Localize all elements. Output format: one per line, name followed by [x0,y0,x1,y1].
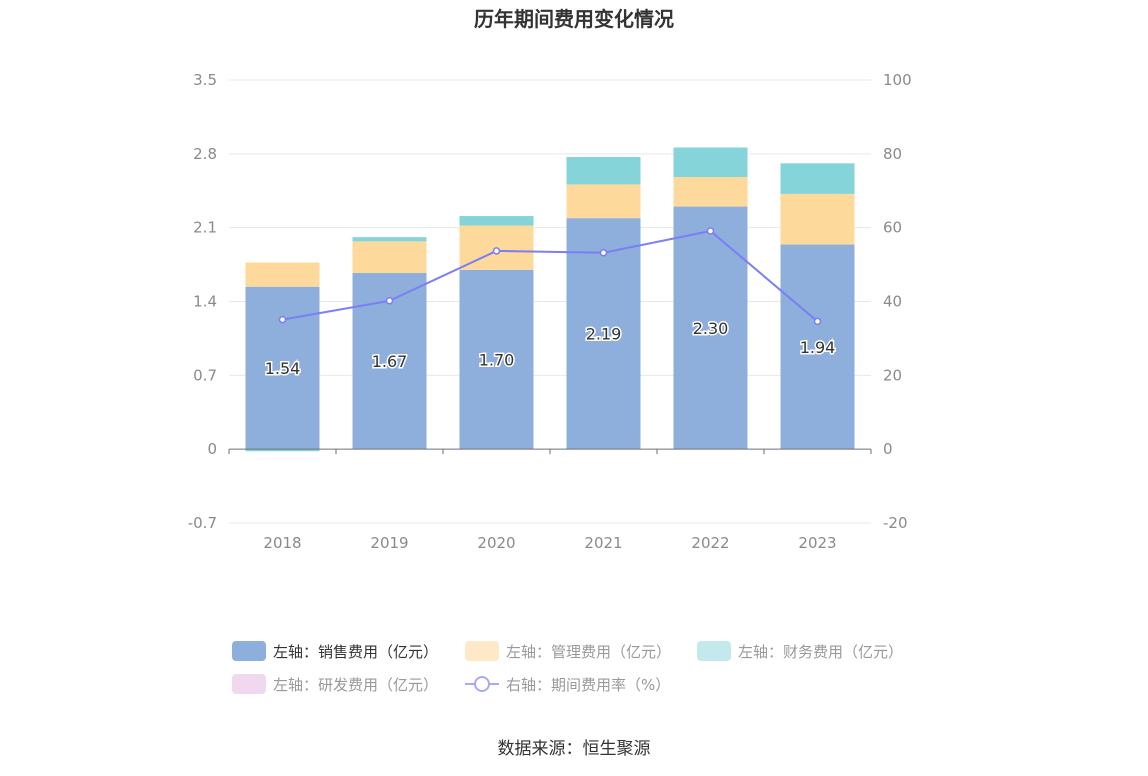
bar-series2-2021 [566,156,641,185]
bar-data-label: 1.67 [372,352,408,371]
bar-layer [245,147,855,452]
x-axis: 2018 2019 2020 2021 2022 2023 [228,448,872,552]
x-tick-label: 2021 [584,534,622,552]
bar-series1-2019 [352,241,427,274]
bar-series1-2018 [245,262,320,287]
left-tick-label: 2.8 [193,145,217,163]
bar-data-label: 1.54 [265,359,301,378]
right-tick-label: 80 [883,145,902,163]
right-tick-label: 60 [883,219,902,237]
rate-point-2021 [599,249,608,257]
rate-point-2018 [278,315,287,324]
bar-data-label: 1.94 [800,338,836,357]
rate-point-2019 [385,297,394,305]
bar-series0-2018 [245,286,320,450]
legend-swatch [232,674,266,694]
bar-series2-2019 [352,237,427,242]
left-tick-label: 2.1 [193,219,217,237]
right-tick-label: 100 [883,71,912,89]
right-tick-label: -20 [883,514,908,532]
bar-series0-2020 [459,269,534,450]
bar-data-label: 1.70 [479,351,515,370]
legend-label: 左轴：研发费用（亿元） [273,676,438,694]
left-axis-ticks: -0.7 0 0.7 1.4 2.1 2.8 3.5 [188,71,217,532]
rate-line [282,229,819,323]
bar-series2-2022 [673,147,748,178]
x-tick-label: 2022 [691,534,729,552]
bar-series2-2020 [459,216,534,226]
rate-point-2023 [813,317,822,326]
x-tick-label: 2018 [263,534,301,552]
legend-label: 左轴：财务费用（亿元） [738,643,903,661]
legend-swatch [697,641,731,661]
legend-swatch [232,641,266,661]
right-tick-label: 40 [883,293,902,311]
bar-series0-2023 [780,244,855,450]
left-tick-label: 0.7 [193,366,217,384]
legend-marker [474,676,490,692]
bar-data-label: 2.30 [693,319,729,338]
bar-series0-2022 [673,206,748,450]
legend-label: 左轴：管理费用（亿元） [506,643,671,661]
left-tick-label: 1.4 [193,293,217,311]
data-label-layer: 1.54 1.67 1.70 2.19 2.30 1.94 [263,317,837,379]
rate-point-2020 [492,247,501,255]
x-tick-label: 2023 [798,534,836,552]
legend-label: 左轴：销售费用（亿元） [273,643,438,661]
data-source: 数据来源：恒生聚源 [498,739,651,759]
bar-series1-2023 [780,193,855,245]
bar-series2-2023 [780,163,855,194]
bar-series1-2021 [566,184,641,219]
line-layer [278,227,822,326]
right-tick-label: 0 [883,440,893,458]
left-tick-label: 0 [207,440,217,458]
x-tick-label: 2020 [477,534,515,552]
legend-label: 右轴：期间费用率（%） [506,676,670,694]
chart-title: 历年期间费用变化情况 [474,7,674,31]
legend: 左轴：销售费用（亿元） 左轴：管理费用（亿元） 左轴：财务费用（亿元） 左轴：研发费用… [232,641,903,694]
rate-point-2022 [706,227,715,235]
bar-series2-2018 [245,449,320,452]
left-tick-label: -0.7 [188,514,217,532]
right-tick-label: 20 [883,366,902,384]
x-tick-label: 2019 [370,534,408,552]
grid-layer [229,79,871,524]
left-tick-label: 3.5 [193,71,217,89]
bar-series0-2021 [566,218,641,450]
bar-data-label: 2.19 [586,325,622,344]
legend-swatch [465,641,499,661]
right-axis-ticks: -20 0 20 40 60 80 100 [883,71,912,532]
bar-series1-2022 [673,177,748,207]
